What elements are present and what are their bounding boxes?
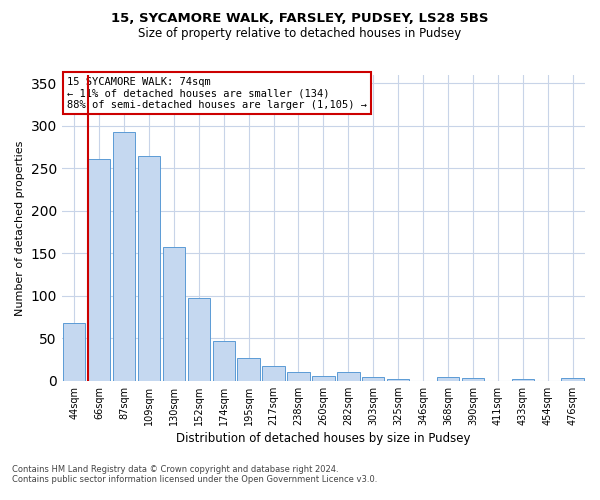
Bar bbox=[362, 378, 385, 381]
Text: 15, SYCAMORE WALK, FARSLEY, PUDSEY, LS28 5BS: 15, SYCAMORE WALK, FARSLEY, PUDSEY, LS28… bbox=[111, 12, 489, 26]
Bar bbox=[63, 323, 85, 381]
Bar bbox=[387, 379, 409, 381]
Text: Contains public sector information licensed under the Open Government Licence v3: Contains public sector information licen… bbox=[12, 476, 377, 484]
Text: Contains HM Land Registry data © Crown copyright and database right 2024.: Contains HM Land Registry data © Crown c… bbox=[12, 466, 338, 474]
Bar bbox=[163, 246, 185, 381]
Bar bbox=[287, 372, 310, 381]
Bar bbox=[512, 379, 534, 381]
X-axis label: Distribution of detached houses by size in Pudsey: Distribution of detached houses by size … bbox=[176, 432, 470, 445]
Bar bbox=[138, 156, 160, 381]
Y-axis label: Number of detached properties: Number of detached properties bbox=[15, 140, 25, 316]
Bar bbox=[212, 341, 235, 381]
Bar bbox=[262, 366, 285, 381]
Text: 15 SYCAMORE WALK: 74sqm
← 11% of detached houses are smaller (134)
88% of semi-d: 15 SYCAMORE WALK: 74sqm ← 11% of detache… bbox=[67, 76, 367, 110]
Bar bbox=[188, 298, 210, 381]
Bar bbox=[238, 358, 260, 381]
Bar bbox=[461, 378, 484, 381]
Bar bbox=[337, 372, 359, 381]
Bar bbox=[312, 376, 335, 381]
Bar bbox=[437, 378, 459, 381]
Bar bbox=[88, 159, 110, 381]
Bar bbox=[562, 378, 584, 381]
Bar bbox=[113, 132, 135, 381]
Text: Size of property relative to detached houses in Pudsey: Size of property relative to detached ho… bbox=[139, 28, 461, 40]
